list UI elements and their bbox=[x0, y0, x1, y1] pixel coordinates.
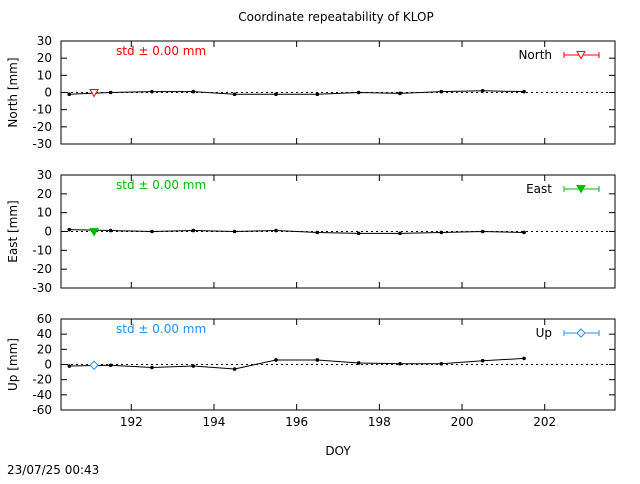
chart-title: Coordinate repeatability of KLOP bbox=[238, 10, 434, 24]
series-marker bbox=[89, 89, 99, 98]
series-marker bbox=[89, 228, 99, 237]
data-point bbox=[67, 364, 72, 368]
data-point bbox=[439, 230, 444, 235]
y-tick-label: 40 bbox=[37, 327, 52, 341]
data-point bbox=[439, 89, 444, 94]
y-axis-label: East [mm] bbox=[6, 200, 20, 262]
data-point bbox=[150, 365, 154, 370]
legend-marker bbox=[576, 51, 586, 60]
data-point bbox=[522, 230, 526, 235]
data-point bbox=[191, 228, 196, 233]
data-point bbox=[108, 228, 113, 233]
x-tick-label: 194 bbox=[203, 415, 226, 429]
y-tick-label: -30 bbox=[32, 137, 52, 151]
std-annotation: std ± 0.00 mm bbox=[116, 44, 206, 58]
data-point bbox=[480, 88, 485, 93]
data-point bbox=[232, 229, 237, 234]
x-tick-label: 198 bbox=[368, 415, 391, 429]
std-annotation: std ± 0.00 mm bbox=[116, 178, 206, 192]
data-point bbox=[108, 90, 113, 95]
data-point bbox=[315, 230, 320, 235]
y-tick-label: 20 bbox=[37, 342, 52, 356]
y-axis-label: Up [mm] bbox=[6, 338, 20, 391]
panel-2: -30 -20 -10 0 10 20 30 East [mm] std ± 0.00 mm Ea… bbox=[6, 168, 616, 295]
data-point bbox=[274, 92, 278, 97]
data-point bbox=[232, 92, 237, 97]
data-point bbox=[191, 364, 196, 368]
series-line bbox=[69, 90, 525, 95]
y-tick-label: 0 bbox=[44, 358, 52, 372]
data-point bbox=[480, 358, 485, 363]
y-tick-label: 30 bbox=[37, 168, 52, 182]
y-tick-label: 20 bbox=[37, 51, 52, 65]
y-tick-label: 0 bbox=[44, 86, 52, 100]
x-tick-label: 200 bbox=[451, 415, 474, 429]
legend-label: East bbox=[526, 182, 552, 196]
y-tick-label: -60 bbox=[32, 403, 52, 417]
y-tick-label: 10 bbox=[37, 206, 52, 220]
y-tick-label: -30 bbox=[32, 281, 52, 295]
legend-label: Up bbox=[536, 326, 552, 340]
data-point bbox=[315, 92, 320, 97]
data-point bbox=[356, 90, 361, 95]
data-point bbox=[356, 361, 361, 365]
y-tick-label: -40 bbox=[32, 388, 52, 402]
y-axis-label: North [mm] bbox=[6, 57, 20, 127]
series-marker bbox=[89, 360, 99, 370]
data-point bbox=[274, 358, 278, 362]
data-point bbox=[522, 89, 526, 94]
std-annotation: std ± 0.00 mm bbox=[116, 322, 206, 336]
x-tick-label: 192 bbox=[120, 415, 143, 429]
data-point bbox=[150, 89, 154, 94]
data-point bbox=[232, 367, 237, 371]
data-point bbox=[191, 89, 196, 94]
y-tick-label: -10 bbox=[32, 103, 52, 117]
series-line bbox=[69, 229, 525, 234]
panel-1: -30 -20 -10 0 10 20 30 North [mm] std ± 0.00 mm N… bbox=[6, 34, 616, 151]
y-tick-label: -10 bbox=[32, 243, 52, 257]
data-point bbox=[439, 361, 444, 366]
y-tick-label: -20 bbox=[32, 262, 52, 276]
data-point bbox=[522, 356, 526, 361]
legend-marker bbox=[576, 328, 586, 338]
data-point bbox=[274, 228, 278, 233]
data-point bbox=[108, 363, 113, 368]
data-point bbox=[480, 229, 485, 234]
timestamp: 23/07/25 00:43 bbox=[7, 463, 99, 477]
series-line bbox=[69, 357, 525, 370]
x-tick-label: 202 bbox=[533, 415, 556, 429]
data-point bbox=[398, 91, 402, 96]
legend-label: North bbox=[518, 48, 552, 62]
chart-panels: -30 -20 -10 0 10 20 30 North [mm] std ± 0.00 mm N… bbox=[6, 34, 616, 458]
x-axis-label: DOY bbox=[325, 444, 351, 458]
y-tick-label: 60 bbox=[37, 312, 52, 326]
data-point bbox=[150, 229, 154, 234]
data-point bbox=[315, 358, 320, 362]
y-tick-label: 10 bbox=[37, 68, 52, 82]
y-tick-label: 30 bbox=[37, 34, 52, 48]
data-point bbox=[356, 231, 361, 236]
y-tick-label: 0 bbox=[44, 225, 52, 239]
legend-marker bbox=[576, 185, 586, 194]
y-tick-label: -20 bbox=[32, 373, 52, 387]
data-point bbox=[398, 361, 402, 366]
y-tick-label: -20 bbox=[32, 120, 52, 134]
data-point bbox=[67, 227, 72, 232]
x-tick-label: 196 bbox=[285, 415, 308, 429]
data-point bbox=[67, 92, 72, 97]
y-tick-label: 20 bbox=[37, 187, 52, 201]
data-point bbox=[398, 231, 402, 236]
